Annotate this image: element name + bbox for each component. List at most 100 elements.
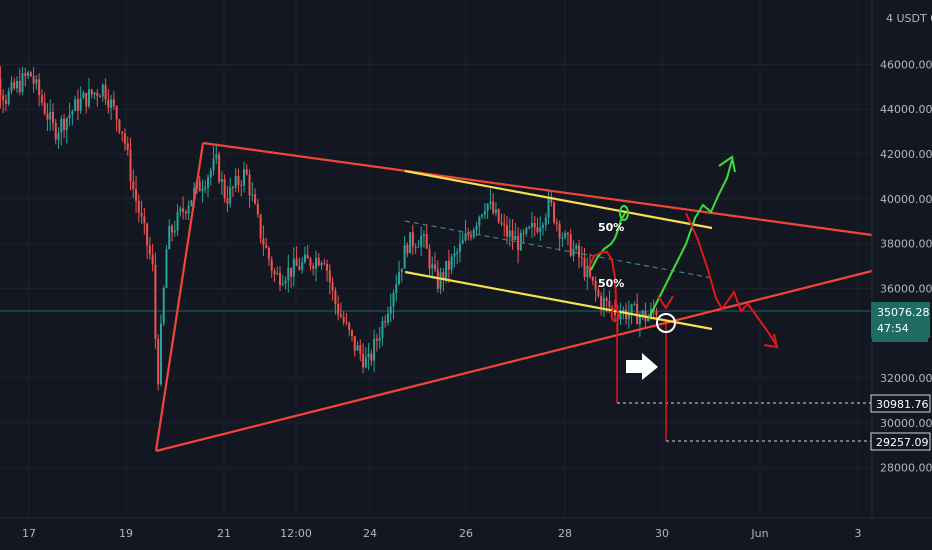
- candle-body: [306, 254, 309, 259]
- candle-body: [641, 310, 644, 316]
- candle-body: [514, 235, 517, 241]
- green-arrowhead[interactable]: [718, 155, 736, 173]
- time-tick: 17: [22, 527, 36, 540]
- price-tick: 40000.00: [880, 193, 932, 206]
- red-arrowhead-down[interactable]: [657, 295, 674, 310]
- candle-body: [190, 200, 193, 206]
- descending-channel[interactable]: [404, 169, 713, 331]
- candle-body: [218, 154, 221, 182]
- green-loop[interactable]: [619, 205, 629, 221]
- candle-body: [342, 316, 345, 323]
- candle-body: [159, 323, 162, 385]
- candle-body: [400, 268, 403, 273]
- breakout-circle-marker[interactable]: [656, 313, 676, 333]
- price-tick: 38000.00: [880, 238, 932, 251]
- triangle-left-line[interactable]: [154, 142, 205, 452]
- bullish-scenario-path[interactable]: [590, 155, 736, 319]
- channel-lower-line[interactable]: [404, 270, 713, 331]
- price-tick-labels: 46000.00 44000.00 42000.00 40000.00 38000.00…: [880, 58, 932, 474]
- channel-midline[interactable]: [404, 220, 713, 279]
- time-tick: 30: [655, 527, 669, 540]
- candle-body: [536, 227, 539, 232]
- symmetrical-triangle[interactable]: [154, 141, 873, 453]
- candle-body: [470, 235, 473, 238]
- candle-body: [165, 249, 168, 289]
- time-tick: 19: [119, 527, 133, 540]
- candle-body: [176, 211, 179, 231]
- candle-body: [348, 322, 351, 331]
- red-loop[interactable]: [610, 308, 620, 322]
- pointer-arrow[interactable]: [626, 353, 658, 380]
- time-tick-labels: 17 19 21 12:00 24 26 28 30 Jun 3: [22, 527, 862, 540]
- candle-body: [46, 113, 49, 120]
- candle-body: [544, 217, 547, 225]
- triangle-upper-line[interactable]: [202, 141, 873, 237]
- candle-body: [162, 288, 165, 324]
- candle-body: [51, 111, 54, 124]
- candle-body: [483, 210, 486, 215]
- candle-body: [591, 276, 594, 281]
- candle-body: [270, 259, 273, 271]
- candle-body: [481, 214, 484, 217]
- triangle-lower-line[interactable]: [155, 269, 873, 453]
- candle-body: [104, 84, 107, 100]
- candle-body: [27, 72, 30, 77]
- candle-body: [331, 282, 334, 291]
- candle-body: [353, 335, 356, 351]
- time-axis[interactable]: 17 19 21 12:00 24 26 28 30 Jun 3: [0, 517, 932, 550]
- candle-body: [328, 270, 331, 283]
- candle-body: [655, 311, 658, 316]
- target-projections[interactable]: [616, 323, 872, 442]
- green-path-up[interactable]: [648, 159, 733, 319]
- candle-body: [497, 209, 500, 223]
- candle-body: [207, 177, 210, 188]
- candle-body: [278, 272, 281, 285]
- bearish-scenario-path[interactable]: [587, 212, 779, 349]
- candle-body: [226, 198, 229, 204]
- candle-body: [259, 214, 262, 239]
- candle-body: [486, 203, 489, 211]
- current-price-label: 35076.28: [877, 306, 930, 319]
- candle-body: [561, 237, 564, 239]
- candle-body: [575, 245, 578, 249]
- candle-body: [107, 99, 110, 108]
- candle-body: [295, 258, 298, 266]
- candle-body: [530, 223, 533, 228]
- target-price-label-2: 29257.09: [876, 436, 929, 449]
- red-curve-left[interactable]: [587, 251, 618, 311]
- red-arrowhead-right[interactable]: [763, 333, 779, 349]
- green-curve-upper[interactable]: [590, 212, 626, 271]
- candle-body: [123, 133, 126, 144]
- candle-body: [90, 89, 93, 95]
- candle-body: [65, 118, 68, 131]
- red-path-down[interactable]: [685, 212, 778, 347]
- candle-body: [85, 92, 88, 107]
- candle-body: [96, 92, 99, 97]
- candle-body: [101, 84, 104, 97]
- candle-body: [519, 232, 522, 251]
- candle-body: [439, 272, 442, 289]
- candle-body: [99, 96, 102, 98]
- candle-body: [378, 337, 381, 341]
- candle-body: [13, 82, 16, 89]
- candle-body: [431, 264, 434, 269]
- price-axis[interactable]: 4 USDT 0 46000.00 44000.00 42000.00 40000.0…: [870, 0, 932, 518]
- time-tick: 26: [459, 527, 473, 540]
- candle-body: [638, 315, 641, 325]
- channel-upper-line[interactable]: [404, 169, 713, 230]
- candle-body: [154, 264, 157, 340]
- candle-body: [118, 119, 121, 132]
- candle-body: [506, 224, 509, 237]
- price-tick: 30000.00: [880, 417, 932, 430]
- candle-body: [287, 267, 290, 281]
- candle-body: [179, 208, 182, 212]
- pair-label: 4 USDT 0: [886, 12, 932, 25]
- grid: [0, 0, 872, 518]
- candle-body: [539, 227, 542, 232]
- candle-body: [600, 295, 603, 308]
- candle-body: [389, 306, 392, 314]
- candle-body: [314, 257, 317, 269]
- candle-body: [68, 114, 71, 119]
- candle-body: [564, 232, 567, 238]
